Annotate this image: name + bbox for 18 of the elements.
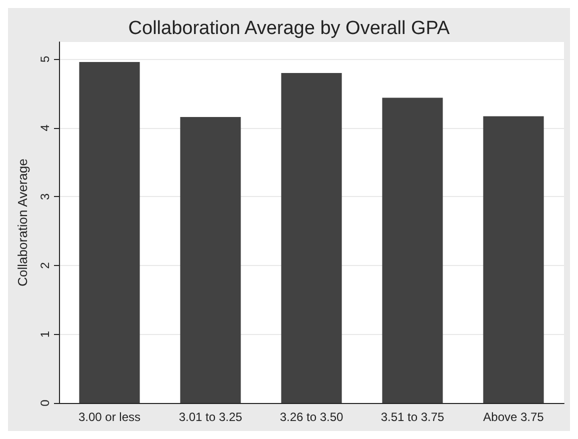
bar — [382, 98, 443, 403]
x-tick-label: 3.51 to 3.75 — [380, 410, 445, 424]
y-tick-label: 4 — [38, 124, 52, 132]
bar — [180, 116, 241, 403]
y-tick-label: 0 — [38, 399, 52, 406]
x-tick-label: 3.26 to 3.50 — [280, 410, 344, 424]
y-tick-label: 2 — [38, 262, 52, 269]
y-axis-title: Collaboration Average — [15, 158, 30, 286]
y-tick-label: 1 — [38, 330, 52, 338]
chart-title: Collaboration Average by Overall GPA — [128, 18, 450, 39]
bar — [79, 62, 140, 403]
bar — [483, 116, 544, 403]
y-tick-label: 5 — [38, 56, 52, 63]
x-tick-label: 3.01 to 3.25 — [178, 410, 243, 424]
bar — [281, 72, 342, 403]
y-tick-label: 3 — [38, 193, 52, 200]
x-tick-label: Above 3.75 — [483, 410, 544, 424]
x-tick-label: 3.00 or less — [78, 410, 141, 424]
